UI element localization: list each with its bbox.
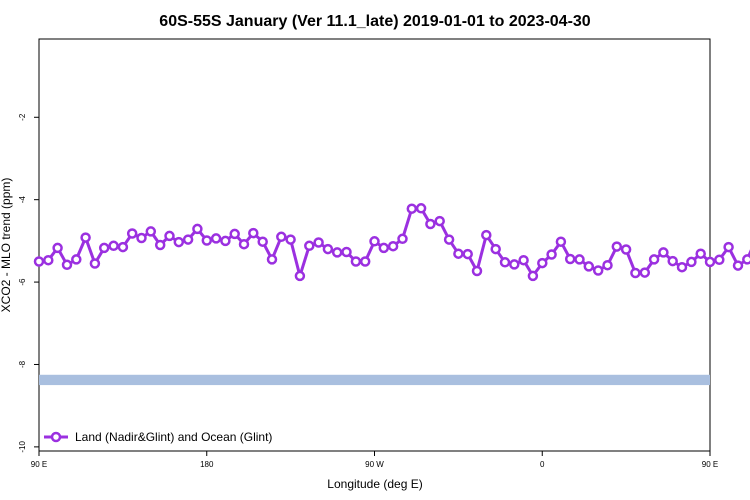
data-point [742,254,750,265]
y-tick-label: -10 [18,441,27,453]
data-point [667,255,678,267]
data-point [676,261,688,273]
x-tick-label: 0 [540,460,545,469]
data-point [555,236,567,247]
data-point [481,229,492,241]
data-point [602,259,613,271]
data-point [43,254,54,266]
data-point [98,242,110,254]
data-point [527,270,539,282]
data-point [210,233,222,244]
data-point [704,256,716,268]
x-tick-label: 180 [200,460,214,469]
data-point [331,247,343,258]
data-point [369,236,380,247]
data-point [499,257,511,268]
data-point [220,235,231,247]
data-point [145,226,157,237]
y-axis: -2 -4 -6 -8 -10 [18,113,39,453]
data-point [564,253,576,265]
data-point [164,230,175,242]
data-point [201,235,213,246]
data-point [108,240,119,252]
data-point [304,240,315,252]
data-point [182,234,194,245]
data-point [509,259,520,270]
x-tick-label: 90 E [31,460,47,469]
data-point [415,203,427,214]
data-point [257,236,268,247]
data-point [397,233,408,245]
data-point [266,254,278,265]
data-point [89,258,101,269]
data-point [350,256,362,267]
data-point [359,256,371,267]
data-point [574,254,585,265]
data-point [192,223,203,235]
data-point [322,243,334,255]
y-tick-label: -6 [18,278,27,286]
legend-marker [50,431,62,443]
data-point [546,249,557,260]
data-point [611,241,623,252]
data-point [276,231,287,243]
data-point [71,254,82,265]
band-rect [39,374,710,386]
data-point [592,265,604,276]
data-point [238,238,250,250]
data-point [52,242,63,254]
data-point [126,228,138,239]
x-tick-label: 90 W [365,460,384,469]
y-tick-label: -8 [18,360,27,368]
data-point [294,270,306,282]
chart-title: 60S-55S January (Ver 11.1_late) 2019-01-… [159,13,590,30]
x-tick-label: 90 E [702,460,718,469]
data-point [341,246,352,258]
data-point [61,259,73,271]
data-point [453,248,464,259]
series-layer [33,203,750,282]
data-point [639,267,651,278]
y-axis-label: XCO2 - MLO trend (ppm) [0,178,13,313]
data-point [732,260,744,271]
data-point [723,241,734,253]
legend: Land (Nadir&Glint) and Ocean (Glint) [44,430,272,444]
data-point [658,247,669,258]
data-point [80,232,91,243]
data-point [33,256,45,267]
data-point [714,254,725,266]
data-point [434,215,445,227]
data-point [537,257,548,269]
data-point [425,218,436,230]
data-point [695,248,706,259]
data-point [490,243,501,255]
data-point [387,240,399,252]
data-point [248,227,259,239]
data-point [136,232,147,244]
data-point [173,236,185,248]
y-tick-label: -2 [18,113,27,121]
data-point [229,228,240,240]
baseline-band [39,374,710,386]
data-point [154,239,166,251]
data-point [620,244,632,255]
data-point [313,237,324,248]
data-point [630,267,641,279]
data-point [471,265,483,277]
legend-label: Land (Nadir&Glint) and Ocean (Glint) [75,430,272,444]
data-point [648,254,660,265]
x-axis-label: Longitude (deg E) [327,477,422,491]
data-point [583,261,595,272]
data-point [378,242,390,254]
data-point [117,241,129,253]
y-tick-label: -4 [18,196,27,204]
data-point [406,203,418,214]
data-point [518,254,529,266]
data-point [285,234,296,245]
data-point [686,256,697,268]
data-point [443,234,455,245]
data-point [462,248,473,260]
